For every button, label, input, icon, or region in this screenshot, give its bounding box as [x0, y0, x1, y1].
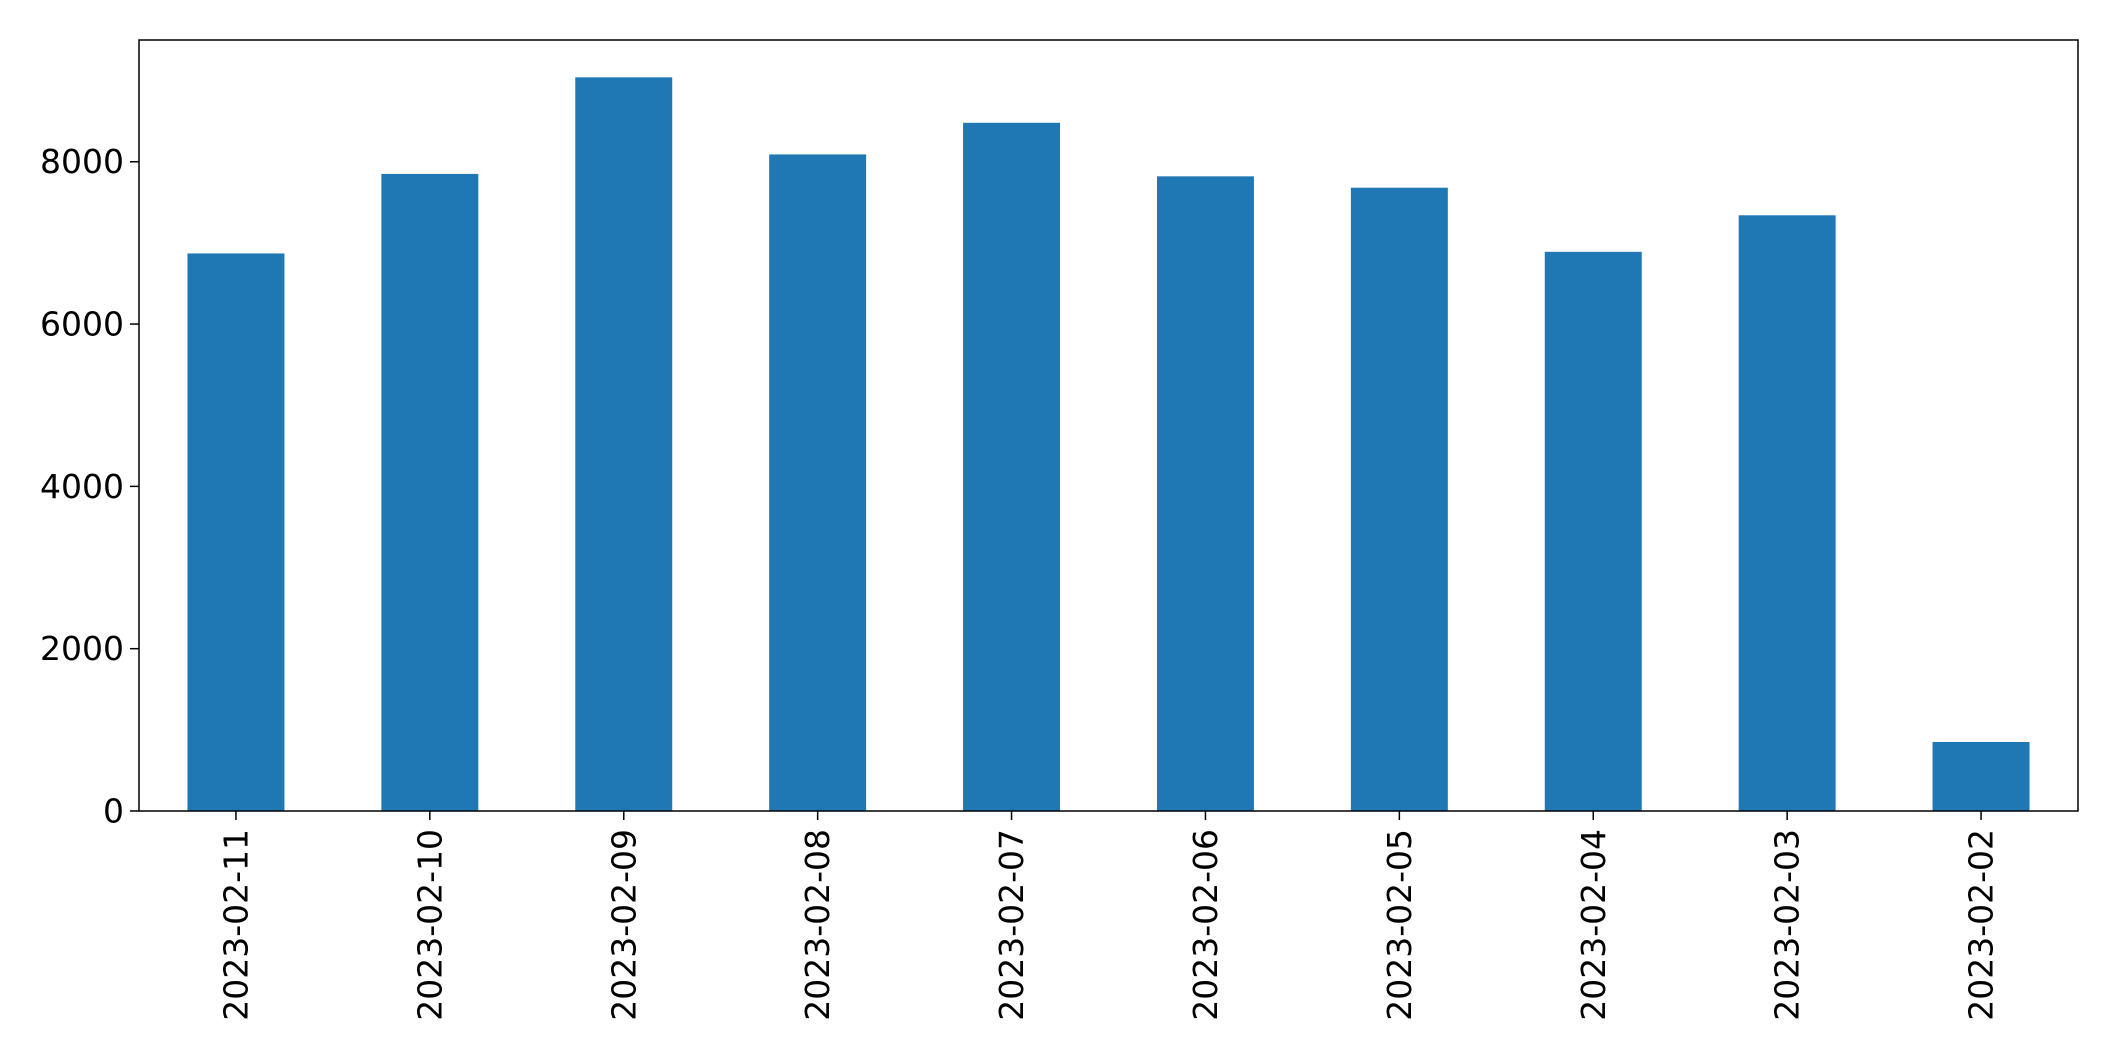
bar-2023-02-11 — [187, 253, 285, 812]
y-tick-label: 0 — [103, 792, 124, 831]
bar-2023-02-06 — [1156, 176, 1254, 811]
bar-2023-02-03 — [1738, 215, 1836, 812]
x-tick-label: 2023-02-11 — [216, 829, 255, 1021]
bars-group — [187, 77, 2030, 812]
x-tick-label: 2023-02-07 — [992, 829, 1031, 1021]
x-tick-label: 2023-02-08 — [798, 829, 837, 1021]
x-tick-label: 2023-02-05 — [1380, 829, 1419, 1021]
x-tick-label: 2023-02-02 — [1962, 829, 2001, 1021]
x-tick-label: 2023-02-03 — [1768, 829, 1807, 1021]
y-tick-label: 8000 — [40, 142, 124, 181]
bar-2023-02-10 — [381, 173, 479, 811]
bar-2023-02-08 — [769, 154, 867, 812]
y-tick-label: 6000 — [40, 305, 124, 344]
y-tick-label: 2000 — [40, 629, 124, 668]
bar-2023-02-05 — [1350, 187, 1448, 811]
bar-2023-02-09 — [575, 77, 673, 811]
x-tick-label: 2023-02-06 — [1186, 829, 1225, 1021]
bar-2023-02-02 — [1932, 742, 2030, 811]
plot-frame — [138, 39, 2079, 812]
bar-2023-02-04 — [1544, 251, 1642, 812]
x-tick-label: 2023-02-09 — [604, 829, 643, 1021]
x-tick-label: 2023-02-10 — [410, 829, 449, 1021]
x-axis: 2023-02-11 2023-02-10 2023-02-09 2023-02-08… — [216, 811, 2001, 1021]
y-axis: 0 2000 4000 6000 8000 — [40, 142, 139, 831]
y-tick-label: 4000 — [40, 467, 124, 506]
bar-2023-02-07 — [963, 122, 1061, 811]
x-tick-label: 2023-02-04 — [1574, 829, 1613, 1021]
